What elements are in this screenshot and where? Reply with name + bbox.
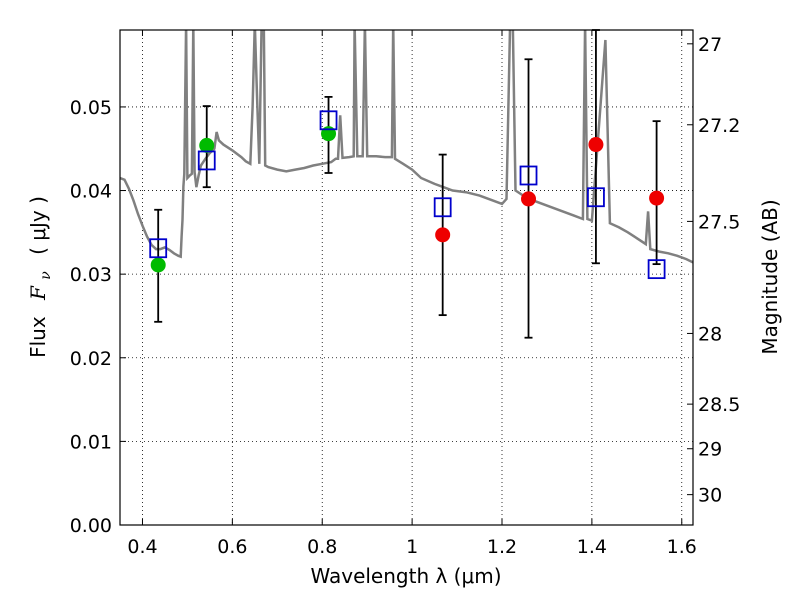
x-tick-label: 0.4 — [127, 536, 157, 558]
model-flux-square — [587, 187, 605, 208]
data-point-red — [435, 227, 451, 243]
y-axis-label-prefix: Flux — [26, 316, 50, 358]
y-axis-label-units: ( μJy ) — [26, 196, 50, 255]
data-point-red — [649, 190, 665, 206]
data-point-red — [521, 191, 537, 207]
plot-background — [120, 30, 693, 525]
y2-tick-label: 27.5 — [698, 211, 740, 233]
y-tick-label: 0.00 — [70, 515, 112, 537]
y2-ticks: 27 27.2 27.5 28 28.5 29 30 — [687, 34, 740, 507]
model-flux-square — [433, 197, 452, 218]
model-flux-square — [149, 238, 168, 259]
data-point-red — [588, 137, 604, 153]
y-axis-label: Flux F ν ( μJy ) — [26, 196, 55, 358]
y-tick-label: 0.04 — [70, 181, 112, 203]
y2-tick-label: 27.2 — [698, 115, 740, 137]
y2-tick-label: 30 — [698, 485, 722, 507]
plot-frame — [119, 29, 694, 526]
x-tick-label: 1.4 — [577, 536, 607, 558]
x-axis-label: Wavelength λ (μm) — [310, 564, 501, 588]
x-tick-label: 1.6 — [667, 536, 697, 558]
grid — [120, 30, 693, 526]
y2-tick-label: 27 — [698, 34, 722, 56]
y2-tick-label: 29 — [698, 439, 722, 461]
x-ticks: 0.4 0.6 0.8 1 1.2 1.4 1.6 — [127, 30, 697, 558]
x-tick-label: 0.6 — [217, 536, 247, 558]
y-ticks: 0.00 0.01 0.02 0.03 0.04 0.05 — [70, 97, 126, 537]
data-point-green — [199, 137, 215, 153]
y2-tick-label: 28 — [698, 323, 722, 345]
y-tick-label: 0.01 — [70, 431, 112, 453]
y-axis-label-symbol: F — [26, 285, 50, 301]
sed-model-spectrum — [120, 30, 693, 264]
model-flux-square — [519, 165, 538, 186]
x-tick-label: 1 — [406, 536, 418, 558]
y-tick-label: 0.02 — [70, 348, 112, 370]
data-markers — [149, 110, 666, 280]
y2-axis-label: Magnitude (AB) — [758, 199, 782, 354]
model-flux-square — [647, 259, 666, 280]
x-tick-label: 0.8 — [307, 536, 337, 558]
y-tick-label: 0.05 — [70, 97, 112, 119]
y-axis-label-subscript: ν — [38, 271, 54, 280]
y2-tick-label: 28.5 — [698, 394, 740, 416]
y-tick-label: 0.03 — [70, 264, 112, 286]
data-point-green — [150, 257, 166, 273]
model-flux-square — [319, 110, 338, 131]
x-tick-label: 1.2 — [487, 536, 517, 558]
model-flux-square — [197, 150, 216, 171]
